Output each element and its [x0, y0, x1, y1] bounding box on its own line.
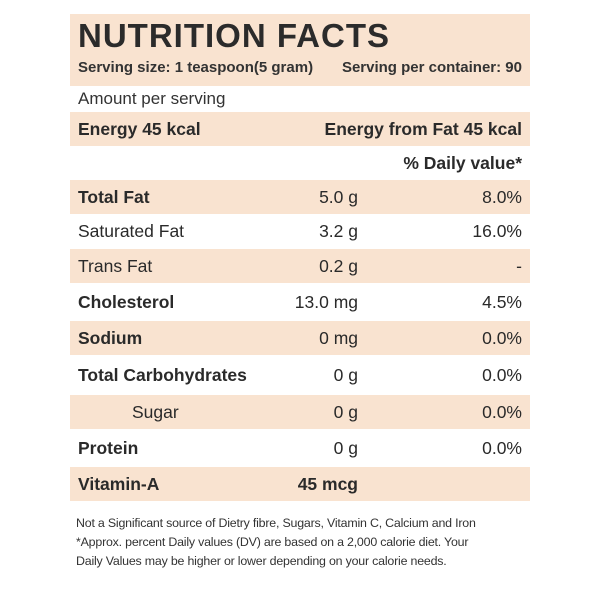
footnote-line: Not a Significant source of Dietry fibre…	[76, 516, 476, 530]
page-title: NUTRITION FACTS	[78, 17, 390, 54]
nutrient-daily-value: 16.0%	[472, 221, 522, 241]
daily-value-header-row: % Daily value*	[70, 146, 530, 180]
nutrition-facts-panel: NUTRITION FACTS Serving size: 1 teaspoon…	[70, 14, 530, 584]
nutrient-name: Sodium	[78, 328, 143, 348]
nutrient-row: Sugar 0 g 0.0%	[70, 395, 530, 429]
nutrient-name: Protein	[78, 438, 139, 458]
nutrient-daily-value: 0.0%	[482, 402, 522, 422]
nutrient-row: Cholesterol 13.0 mg 4.5%	[70, 285, 530, 319]
title-block: NUTRITION FACTS Serving size: 1 teaspoon…	[70, 14, 530, 86]
footnote-line: Daily Values may be higher or lower depe…	[76, 554, 447, 568]
nutrient-row: Trans Fat 0.2 g -	[70, 249, 530, 283]
nutrient-row: Total Fat 5.0 g 8.0%	[70, 180, 530, 214]
servings-per-container: Serving per container: 90	[341, 59, 522, 76]
energy-row: Energy 45 kcal Energy from Fat 45 kcal	[70, 112, 530, 146]
nutrient-row: Protein 0 g 0.0%	[70, 431, 530, 465]
nutrient-name: Total Carbohydrates	[78, 365, 247, 385]
nutrient-name: Cholesterol	[78, 292, 175, 312]
energy-label: Energy 45 kcal	[78, 119, 201, 139]
nutrient-daily-value: 8.0%	[482, 187, 522, 207]
amount-per-serving: Amount per serving	[78, 89, 226, 108]
nutrient-daily-value: 0.0%	[482, 365, 522, 385]
nutrient-daily-value: 0.0%	[482, 438, 522, 458]
nutrient-row: Total Carbohydrates 0 g 0.0%	[70, 358, 530, 392]
nutrient-name: Total Fat	[78, 187, 150, 207]
daily-value-header: % Daily value*	[403, 153, 522, 173]
nutrient-daily-value: -	[516, 256, 522, 276]
nutrient-row: Saturated Fat 3.2 g 16.0%	[70, 214, 530, 248]
energy-from-fat: Energy from Fat 45 kcal	[324, 119, 522, 139]
nutrient-amount: 0 mg	[319, 328, 358, 348]
nutrient-amount: 0 g	[333, 402, 358, 422]
vitamin-a-name: Vitamin-A	[78, 474, 160, 494]
nutrient-amount: 3.2 g	[319, 221, 358, 241]
nutrient-name: Sugar	[132, 402, 179, 422]
nutrient-amount: 0 g	[333, 365, 358, 385]
nutrient-amount: 0.2 g	[319, 256, 358, 276]
nutrient-amount: 0 g	[333, 438, 358, 458]
vitamin-a-row: Vitamin-A 45 mcg	[70, 467, 530, 501]
nutrient-amount: 5.0 g	[319, 187, 358, 207]
nutrient-amount: 13.0 mg	[294, 292, 358, 312]
nutrient-name: Trans Fat	[78, 256, 153, 276]
footnote-line: *Approx. percent Daily values (DV) are b…	[76, 535, 469, 549]
nutrient-row: Sodium 0 mg 0.0%	[70, 321, 530, 355]
serving-size: Serving size: 1 teaspoon(5 gram)	[78, 59, 314, 76]
nutrient-daily-value: 4.5%	[482, 292, 522, 312]
footnote: Not a Significant source of Dietry fibre…	[76, 514, 528, 571]
vitamin-a-amount: 45 mcg	[297, 474, 358, 494]
nutrient-daily-value: 0.0%	[482, 328, 522, 348]
nutrient-name: Saturated Fat	[78, 221, 185, 241]
